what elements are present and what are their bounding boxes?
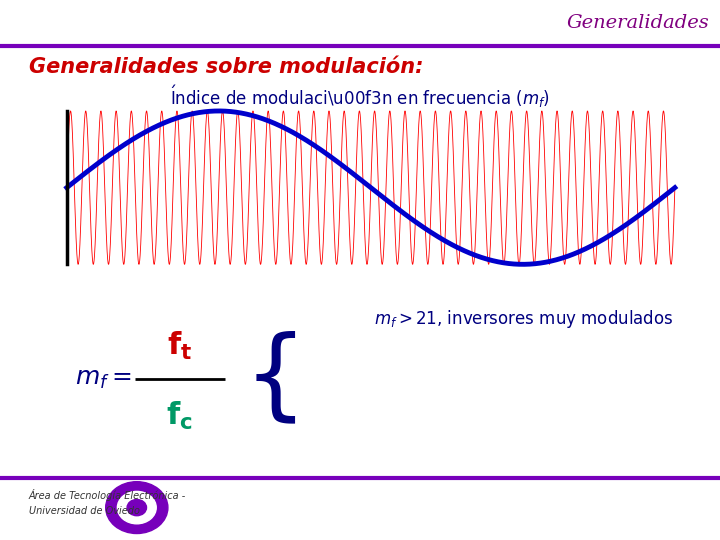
Text: $m_f=$: $m_f=$ [75, 367, 131, 391]
Text: Área de Tecnología Electrónica -: Área de Tecnología Electrónica - [29, 489, 186, 501]
Text: Universidad de Oviedo: Universidad de Oviedo [29, 506, 140, 516]
Text: Generalidades: Generalidades [567, 14, 709, 31]
Text: Generalidades sobre modulación:: Generalidades sobre modulación: [29, 57, 423, 77]
Circle shape [117, 491, 156, 524]
Text: $m_f$$>$$21$, inversores muy modulados: $m_f$$>$$21$, inversores muy modulados [374, 308, 674, 329]
Circle shape [106, 482, 168, 534]
Text: $\mathregular{\'{I}}$ndice de modulaci\u00f3n en frecuencia ($m_f$): $\mathregular{\'{I}}$ndice de modulaci\u… [170, 84, 550, 110]
Text: $\mathbf{f_t}$: $\mathbf{f_t}$ [167, 330, 192, 362]
Circle shape [127, 500, 147, 516]
Text: $\mathbf{f_c}$: $\mathbf{f_c}$ [166, 400, 193, 432]
Text: {: { [243, 330, 307, 428]
